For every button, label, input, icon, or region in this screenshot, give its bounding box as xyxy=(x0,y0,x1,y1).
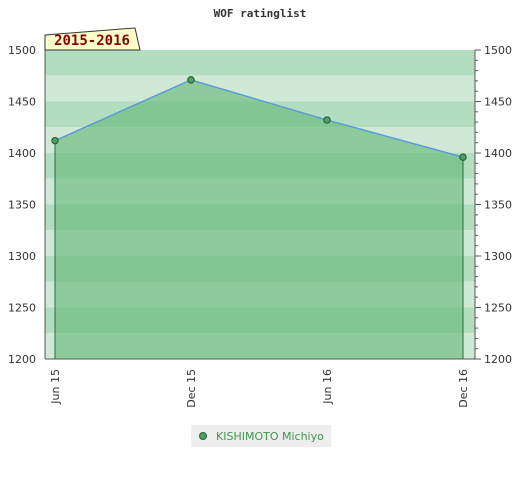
x-tick-label: Dec 15 xyxy=(185,369,198,408)
legend-marker xyxy=(199,432,207,440)
background-band xyxy=(45,50,475,76)
left-tick-label: 1350 xyxy=(8,199,36,212)
area-layer xyxy=(55,79,463,360)
line-layer xyxy=(54,79,464,158)
x-tick-label: Dec 16 xyxy=(457,369,470,408)
right-tick-label: 1250 xyxy=(484,302,512,315)
right-tick-label: 1200 xyxy=(484,353,512,366)
x-axis: Jun 15 Dec 15 Jun 16 Dec 16 xyxy=(45,358,475,408)
series-line xyxy=(54,79,464,158)
data-point xyxy=(187,76,195,84)
right-tick-label: 1300 xyxy=(484,250,512,263)
legend-series-name: KISHIMOTO Michiyo xyxy=(216,430,324,443)
x-tick-label: Jun 15 xyxy=(49,369,62,405)
right-tick-label: 1400 xyxy=(484,147,512,160)
drop-lines xyxy=(54,140,464,359)
season-label-box xyxy=(44,27,141,51)
legend-box xyxy=(191,425,331,447)
left-tick-label: 1300 xyxy=(8,250,36,263)
data-point xyxy=(459,153,467,161)
x-tick-label: Jun 16 xyxy=(321,369,334,405)
season-label-text: 2015-2016 xyxy=(54,33,130,49)
right-axis: 1200 1250 1300 1350 1400 1450 1500 xyxy=(474,44,512,366)
left-tick-label: 1250 xyxy=(8,302,36,315)
background-band xyxy=(45,75,475,102)
left-tick-label: 1200 xyxy=(8,353,36,366)
left-axis: 1200 1250 1300 1350 1400 1450 1500 xyxy=(8,44,46,366)
left-tick-label: 1450 xyxy=(8,96,36,109)
right-tick-label: 1450 xyxy=(484,96,512,109)
left-tick-label: 1400 xyxy=(8,147,36,160)
chart-title: WOF ratinglist xyxy=(214,7,307,20)
data-points xyxy=(51,76,467,161)
series-area xyxy=(55,79,463,360)
data-point xyxy=(51,136,59,145)
left-tick-label: 1500 xyxy=(8,44,36,57)
right-tick-label: 1500 xyxy=(484,44,512,57)
data-point xyxy=(323,116,331,124)
season-label: 2015-2016 xyxy=(44,27,141,51)
right-tick-label: 1350 xyxy=(484,199,512,212)
legend[interactable]: KISHIMOTO Michiyo xyxy=(191,425,331,447)
